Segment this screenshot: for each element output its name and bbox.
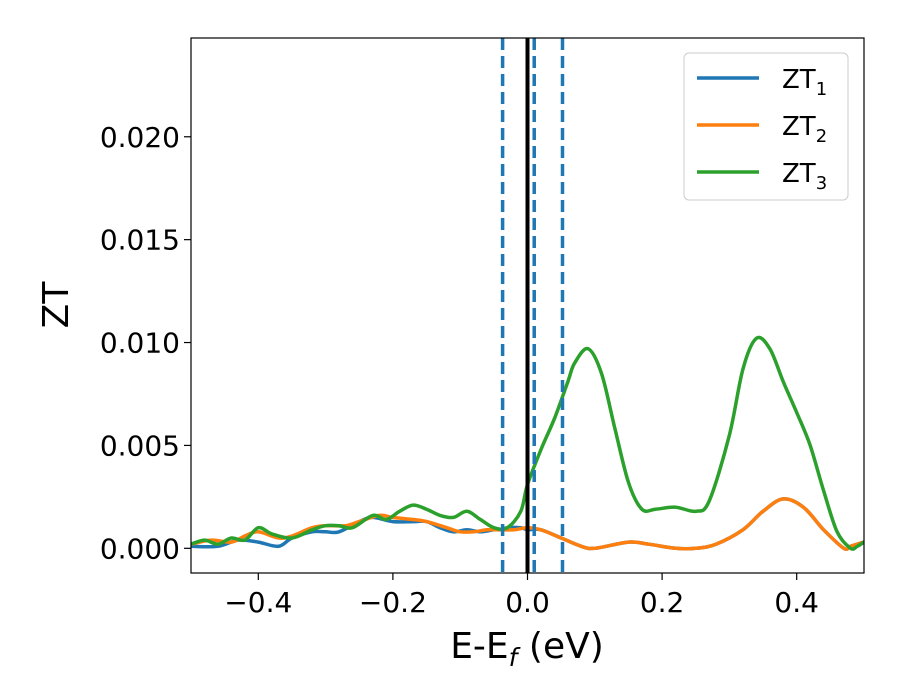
y-tick-label: 0.010 [100,327,180,360]
legend-frame [683,52,849,201]
x-tick-label: 0.2 [640,586,685,619]
x-axis-title: E-Ef (eV) [450,626,604,672]
x-axis: −0.4 −0.2 0.0 0.2 0.4 [224,573,819,619]
x-axis-title-unit: (eV) [517,626,603,667]
y-axis: 0.000 0.005 0.010 0.015 0.020 [100,121,191,565]
y-tick-label: 0.000 [100,532,180,565]
legend-label-zt3: ZT3 [782,159,827,194]
x-tick-label: −0.4 [224,586,292,619]
x-tick-label: 0.4 [774,586,819,619]
x-tick-label: −0.2 [359,586,427,619]
legend-label-zt1: ZT1 [782,65,827,100]
legend: ZT1 ZT2 ZT3 [683,52,849,201]
y-tick-label: 0.020 [100,121,180,154]
legend-label-zt2: ZT2 [782,112,827,147]
x-axis-title-main: E-E [450,626,508,667]
reference-lines [500,38,565,573]
y-tick-label: 0.005 [100,429,180,462]
x-tick-label: 0.0 [505,586,550,619]
y-axis-title: ZT [36,281,77,329]
y-tick-label: 0.015 [100,224,180,257]
